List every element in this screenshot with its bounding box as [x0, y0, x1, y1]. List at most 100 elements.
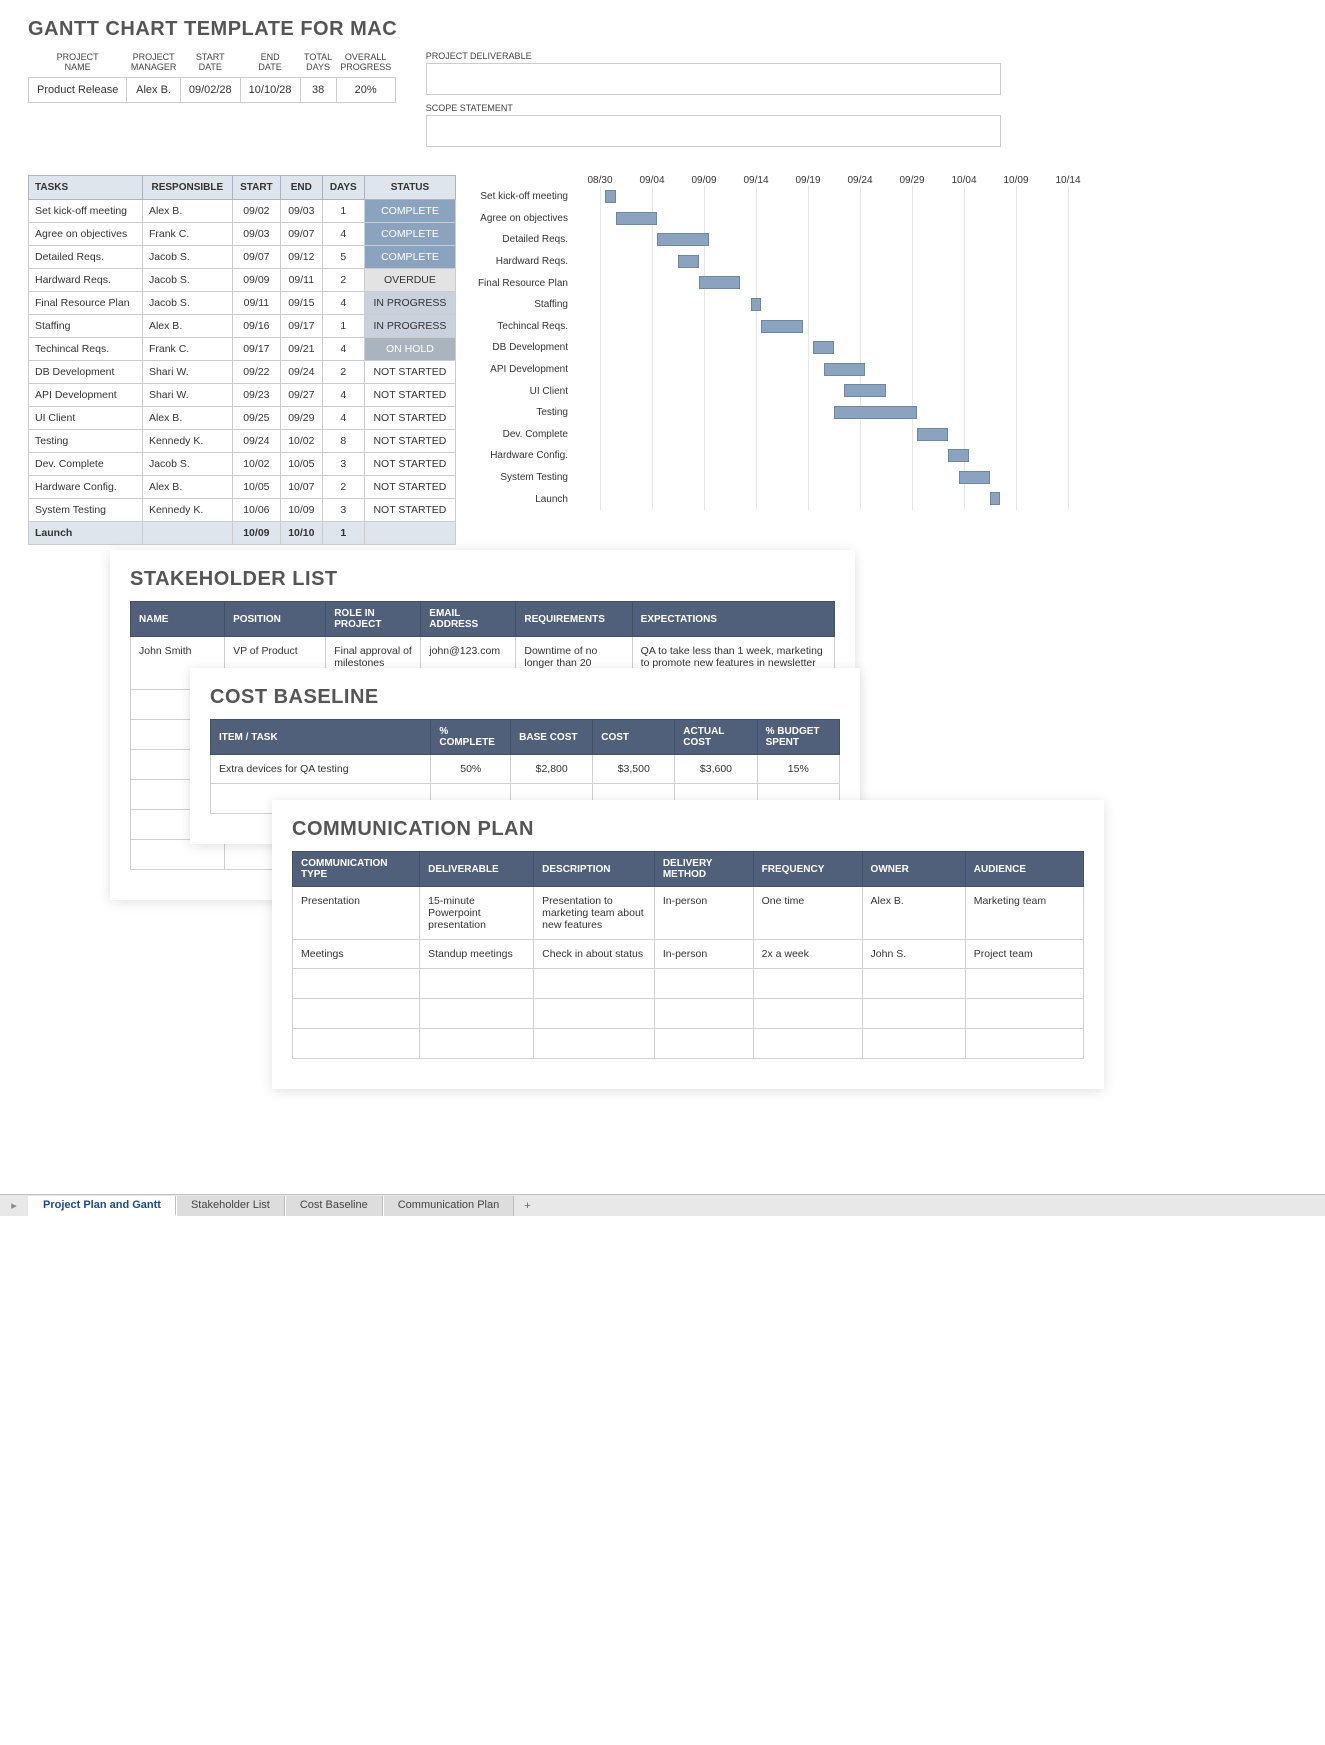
info-cell[interactable]: 38 [300, 77, 336, 102]
task-row[interactable]: Hardware Config.Alex B.10/0510/072NOT ST… [29, 476, 456, 499]
gantt-bar[interactable] [990, 492, 1000, 505]
table-cell [862, 999, 965, 1029]
table-row[interactable] [293, 969, 1084, 999]
task-cell: 09/22 [232, 361, 280, 384]
tab-add-button[interactable]: + [514, 1197, 540, 1215]
sheet-tab[interactable]: Stakeholder List [176, 1196, 285, 1216]
tab-nav-prev-icon[interactable]: ▸ [0, 1199, 28, 1212]
info-cell[interactable]: Product Release [29, 77, 127, 102]
task-row[interactable]: Dev. CompleteJacob S.10/0210/053NOT STAR… [29, 453, 456, 476]
task-cell: 10/06 [232, 499, 280, 522]
task-row[interactable]: API DevelopmentShari W.09/2309/274NOT ST… [29, 384, 456, 407]
task-row[interactable]: DB DevelopmentShari W.09/2209/242NOT STA… [29, 361, 456, 384]
info-cell[interactable]: 10/10/28 [240, 77, 300, 102]
project-info-table: PROJECTNAMEPROJECTMANAGERSTARTDATEENDDAT… [28, 51, 396, 103]
task-row[interactable]: StaffingAlex B.09/1609/171IN PROGRESS [29, 315, 456, 338]
gantt-bar[interactable] [699, 276, 741, 289]
task-status: NOT STARTED [364, 361, 455, 384]
gantt-row: Hardward Reqs. [474, 251, 1297, 273]
task-cell: 09/03 [281, 200, 323, 223]
task-row[interactable]: TestingKennedy K.09/2410/028NOT STARTED [29, 430, 456, 453]
gantt-row: Set kick-off meeting [474, 186, 1297, 208]
deliverable-input[interactable] [426, 63, 1001, 95]
task-status: NOT STARTED [364, 430, 455, 453]
gantt-label: Agree on objectives [474, 213, 574, 224]
scope-input[interactable] [426, 115, 1001, 147]
info-header: OVERALLPROGRESS [336, 51, 395, 77]
task-cell: 4 [322, 384, 364, 407]
table-cell [131, 840, 225, 870]
task-row[interactable]: Final Resource PlanJacob S.09/1109/154IN… [29, 292, 456, 315]
task-row[interactable]: Hardward Reqs.Jacob S.09/0909/112OVERDUE [29, 269, 456, 292]
task-cell: 09/11 [232, 292, 280, 315]
task-cell: 2 [322, 361, 364, 384]
gantt-date: 09/04 [626, 175, 678, 186]
task-row[interactable]: Techincal Reqs.Frank C.09/1709/214ON HOL… [29, 338, 456, 361]
task-cell: Agree on objectives [29, 223, 143, 246]
col-header: EXPECTATIONS [632, 602, 834, 637]
gantt-bar[interactable] [844, 384, 886, 397]
task-row[interactable]: UI ClientAlex B.09/2509/294NOT STARTED [29, 407, 456, 430]
task-cell: 09/23 [232, 384, 280, 407]
table-row[interactable] [293, 999, 1084, 1029]
table-row[interactable]: MeetingsStandup meetingsCheck in about s… [293, 940, 1084, 969]
task-cell: Launch [29, 522, 143, 545]
task-cell: Detailed Reqs. [29, 246, 143, 269]
task-status: ON HOLD [364, 338, 455, 361]
task-cell: 09/09 [232, 269, 280, 292]
task-cell: Hardware Config. [29, 476, 143, 499]
info-cell[interactable]: 09/02/28 [180, 77, 240, 102]
task-cell: 10/07 [281, 476, 323, 499]
gantt-bar[interactable] [616, 212, 658, 225]
col-header: COST [593, 720, 675, 755]
gantt-bar[interactable] [678, 255, 699, 268]
task-cell: Alex B. [142, 407, 232, 430]
col-header: BASE COST [511, 720, 593, 755]
gantt-label: Set kick-off meeting [474, 191, 574, 202]
gantt-bar[interactable] [813, 341, 834, 354]
gantt-bar[interactable] [824, 363, 866, 376]
task-row[interactable]: Launch10/0910/101 [29, 522, 456, 545]
gantt-label: DB Development [474, 342, 574, 353]
gantt-label: Hardward Reqs. [474, 256, 574, 267]
task-row[interactable]: Agree on objectivesFrank C.09/0309/074CO… [29, 223, 456, 246]
task-cell [142, 522, 232, 545]
gantt-bar[interactable] [834, 406, 917, 419]
gantt-row: Detailed Reqs. [474, 229, 1297, 251]
gantt-bar[interactable] [917, 428, 948, 441]
task-cell: Jacob S. [142, 269, 232, 292]
task-cell: Shari W. [142, 361, 232, 384]
task-cell: 09/17 [281, 315, 323, 338]
col-header: FREQUENCY [753, 852, 862, 887]
gantt-bar[interactable] [948, 449, 969, 462]
task-row[interactable]: System TestingKennedy K.10/0610/093NOT S… [29, 499, 456, 522]
sheet-tab[interactable]: Cost Baseline [285, 1196, 383, 1216]
col-header: % BUDGET SPENT [757, 720, 839, 755]
task-cell: Frank C. [142, 223, 232, 246]
info-cell[interactable]: Alex B. [127, 77, 181, 102]
task-row[interactable]: Detailed Reqs.Jacob S.09/0709/125COMPLET… [29, 246, 456, 269]
task-cell: Final Resource Plan [29, 292, 143, 315]
table-row[interactable]: Presentation15-minute Powerpoint present… [293, 887, 1084, 940]
gantt-bar[interactable] [959, 471, 990, 484]
task-status: NOT STARTED [364, 384, 455, 407]
sheet-tab[interactable]: Communication Plan [383, 1196, 515, 1216]
gantt-bar[interactable] [657, 233, 709, 246]
gantt-row: API Development [474, 359, 1297, 381]
gantt-bar[interactable] [761, 320, 803, 333]
task-cell: 09/17 [232, 338, 280, 361]
gantt-bar[interactable] [605, 190, 615, 203]
info-cell[interactable]: 20% [336, 77, 395, 102]
table-row[interactable]: Extra devices for QA testing50%$2,800$3,… [211, 755, 840, 784]
table-cell: $3,500 [593, 755, 675, 784]
gantt-row: Techincal Reqs. [474, 316, 1297, 338]
sheet-tab[interactable]: Project Plan and Gantt [28, 1196, 176, 1216]
gantt-bar[interactable] [751, 298, 761, 311]
gantt-date: 10/14 [1042, 175, 1094, 186]
task-cell: Dev. Complete [29, 453, 143, 476]
table-row[interactable] [293, 1029, 1084, 1059]
gantt-label: Dev. Complete [474, 429, 574, 440]
gantt-row: System Testing [474, 467, 1297, 489]
task-row[interactable]: Set kick-off meetingAlex B.09/0209/031CO… [29, 200, 456, 223]
task-cell: 09/12 [281, 246, 323, 269]
